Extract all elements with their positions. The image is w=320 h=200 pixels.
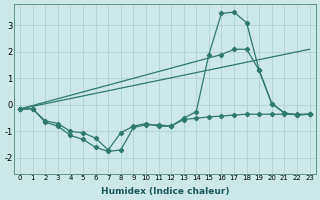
- X-axis label: Humidex (Indice chaleur): Humidex (Indice chaleur): [100, 187, 229, 196]
